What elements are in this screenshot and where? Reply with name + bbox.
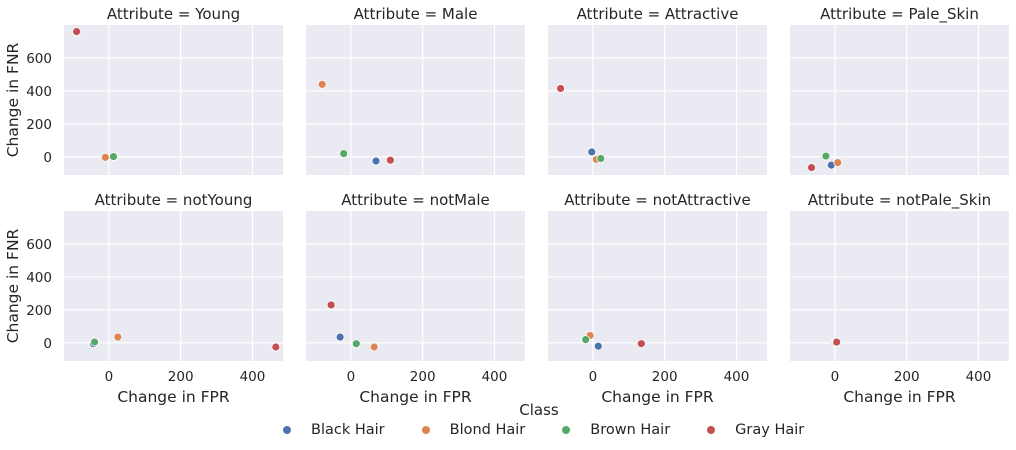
panel-title: Attribute = Attractive (577, 5, 739, 23)
legend-item: Gray Hair (702, 422, 804, 438)
panel-title: Attribute = Young (107, 5, 240, 23)
y-tick-label: 200 (26, 117, 52, 133)
panel-title: Attribute = notMale (341, 191, 489, 209)
data-point (326, 300, 336, 310)
y-tick-label: 600 (26, 51, 52, 67)
data-point (833, 158, 843, 168)
legend-marker (561, 425, 572, 435)
y-tick-label: 600 (26, 237, 52, 253)
x-tick-label: 0 (347, 369, 356, 385)
y-tick-label: 200 (26, 303, 52, 319)
y-axis-label: Change in FNR (4, 228, 22, 343)
x-tick-label: 400 (240, 369, 266, 385)
data-point (100, 152, 110, 162)
x-tick-label: 200 (894, 369, 920, 385)
x-axis-label: Change in FPR (601, 388, 714, 406)
x-tick-label: 0 (105, 369, 114, 385)
data-point (581, 335, 591, 344)
legend-label: Gray Hair (735, 422, 805, 438)
x-axis-label: Change in FPR (359, 388, 472, 406)
facet-panel: Attribute = Attractive (548, 5, 767, 175)
plot-area (548, 25, 767, 175)
data-point (271, 342, 281, 352)
panel-title: Attribute = Pale_Skin (820, 5, 979, 24)
plot-area (64, 211, 283, 361)
y-tick-label: 400 (26, 270, 52, 286)
x-tick-label: 200 (168, 369, 194, 385)
data-point (587, 147, 597, 157)
legend-marker (706, 425, 717, 435)
panel-title: Attribute = notPale_Skin (808, 191, 991, 210)
data-point (371, 156, 381, 166)
legend-item: Blond Hair (417, 422, 526, 438)
facet-panel: Attribute = notMale 0 200 400 Change in FPR (306, 191, 525, 406)
data-point (109, 152, 118, 161)
data-point (369, 342, 379, 352)
panel-title: Attribute = notAttractive (564, 191, 750, 209)
legend-item: Black Hair (278, 422, 385, 438)
facet-panel: Attribute = notPale_Skin 0 200 400 Change in… (790, 191, 1009, 406)
legend-title: Class (519, 401, 559, 419)
y-tick-label: 0 (43, 336, 52, 352)
y-tick-label: 400 (26, 84, 52, 100)
x-tick-label: 200 (652, 369, 678, 385)
data-point (339, 149, 349, 158)
data-point (385, 155, 395, 165)
data-point (636, 339, 646, 349)
plot-area (306, 25, 525, 175)
facet-panel: Attribute = notAttractive 0 200 400 Change i… (548, 191, 767, 406)
facet-panel: Attribute = Pale_Skin (790, 5, 1009, 175)
y-tick-label: 0 (43, 150, 52, 166)
facet-panel: Attribute = Male (306, 5, 525, 175)
data-point (72, 27, 81, 36)
data-point (596, 154, 606, 163)
plot-area (790, 211, 1009, 361)
x-tick-label: 0 (589, 369, 598, 385)
x-tick-label: 200 (410, 369, 436, 385)
data-point (832, 337, 842, 347)
plot-area (790, 25, 1009, 175)
panel-title: Attribute = notYoung (95, 191, 253, 209)
data-point (821, 151, 831, 161)
y-axis-label: Change in FNR (4, 42, 22, 157)
legend-marker (420, 425, 431, 435)
plot-area (548, 211, 767, 361)
x-tick-label: 0 (831, 369, 840, 385)
plot-area (64, 25, 283, 175)
data-point (351, 339, 361, 349)
legend-entries: Black Hair Blond Hair Brown Hair Gray Hair (278, 422, 836, 438)
legend-label: Blond Hair (449, 422, 526, 438)
legend-item: Brown Hair (557, 422, 670, 438)
data-point (556, 84, 565, 93)
legend-label: Black Hair (311, 422, 385, 438)
legend-label: Brown Hair (590, 422, 671, 438)
data-point (807, 163, 816, 172)
x-axis-label: Change in FPR (117, 388, 230, 406)
legend-marker (282, 425, 292, 435)
x-tick-label: 400 (966, 369, 992, 385)
data-point (113, 332, 123, 342)
x-tick-label: 400 (724, 369, 750, 385)
x-axis-label: Change in FPR (843, 388, 956, 406)
data-point (90, 337, 99, 347)
data-point (317, 79, 327, 89)
panel-title: Attribute = Male (354, 5, 478, 23)
x-tick-label: 400 (482, 369, 508, 385)
data-point (593, 341, 603, 351)
data-point (335, 332, 345, 342)
